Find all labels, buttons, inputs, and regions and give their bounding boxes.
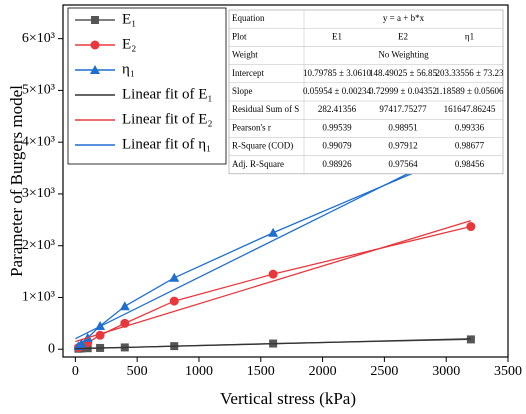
series-line — [75, 338, 471, 350]
legend-label: E₁ — [122, 11, 136, 27]
table-cell: 0.98951 — [388, 122, 417, 132]
y-tick-label: 2×10³ — [22, 238, 55, 253]
table-cell: 1.18589 ± 0.05606 — [436, 86, 504, 96]
marker — [119, 301, 130, 311]
y-tick-label: 1×10³ — [22, 290, 55, 305]
y-tick-label: 5×10³ — [22, 83, 55, 98]
x-tick-label: 1000 — [185, 364, 213, 379]
x-tick-label: 0 — [72, 364, 79, 379]
marker — [90, 40, 100, 50]
legend-label: E₂ — [122, 36, 136, 52]
x-tick-label: 500 — [127, 364, 148, 379]
table-cell: 0.99336 — [455, 122, 485, 132]
table-cell: 148.49025 ± 56.85 — [369, 68, 437, 78]
table-cell: No Weighting — [378, 50, 429, 60]
table-cell: η1 — [465, 31, 474, 41]
y-axis-title: Parameter of Burgers model — [7, 85, 26, 277]
table-cell: Equation — [232, 13, 265, 23]
table-cell: 0.99079 — [322, 141, 352, 151]
table-cell: 97417.75277 — [379, 104, 427, 114]
y-tick-label: 3×10³ — [22, 186, 55, 201]
x-tick-label: 3000 — [432, 364, 460, 379]
x-axis-title: Vertical stress (kPa) — [220, 389, 356, 408]
legend-label: Linear fit of E₂ — [122, 111, 213, 127]
series-line — [75, 141, 472, 340]
table-cell: y = a + b*x — [383, 13, 425, 23]
table-cell: E2 — [398, 31, 408, 41]
table-cell: Adj. R-Square — [232, 159, 284, 169]
table-cell: 0.05954 ± 0.00234 — [303, 86, 371, 96]
plot-frame — [62, 4, 509, 358]
legend-box — [67, 7, 227, 165]
series-line — [78, 147, 472, 347]
marker — [268, 269, 278, 279]
table-cell: 10.79785 ± 3.0610 — [303, 68, 371, 78]
table-cell: 0.97564 — [388, 159, 418, 169]
x-tick-label: 1500 — [247, 364, 275, 379]
legend-label: Linear fit of E₁ — [122, 86, 213, 102]
series-line — [78, 225, 472, 349]
legend-label: η₁ — [122, 61, 135, 77]
marker — [76, 338, 87, 348]
table-cell: E1 — [332, 31, 342, 41]
y-tick-label: 0 — [48, 341, 55, 356]
table-cell: 0.99539 — [322, 122, 352, 132]
series-line — [75, 220, 472, 343]
table-cell: Residual Sum of S — [232, 104, 299, 114]
marker — [91, 16, 99, 24]
marker — [466, 222, 476, 232]
table-cell: 0.72999 ± 0.04352 — [369, 86, 437, 96]
y-tick-label: 4×10³ — [22, 134, 55, 149]
table-bg — [228, 9, 504, 175]
table-cell: 203.33556 ± 73.23 — [436, 68, 504, 78]
table-cell: Plot — [232, 31, 247, 41]
table-cell: 0.98926 — [322, 159, 352, 169]
table-cell: Slope — [232, 86, 253, 96]
y-tick-label: 6×10³ — [22, 31, 55, 46]
x-tick-label: 2500 — [370, 364, 398, 379]
x-tick-label: 2000 — [309, 364, 337, 379]
table-cell: R-Square (COD) — [232, 141, 293, 151]
marker — [90, 65, 100, 74]
marker — [169, 296, 179, 306]
table-cell: Weight — [232, 50, 258, 60]
x-tick-label: 3500 — [494, 364, 522, 379]
table-cell: 282.41356 — [318, 104, 357, 114]
marker — [268, 227, 279, 237]
table-cell: 0.97912 — [388, 141, 417, 151]
marker — [169, 272, 180, 282]
table-cell: 0.98677 — [455, 141, 485, 151]
table-cell: Intercept — [232, 68, 264, 78]
table-cell: 0.98456 — [455, 159, 485, 169]
table-cell: Pearson's r — [232, 122, 271, 132]
table-cell: 161647.86245 — [444, 104, 496, 114]
legend-label: Linear fit of η₁ — [122, 136, 211, 152]
